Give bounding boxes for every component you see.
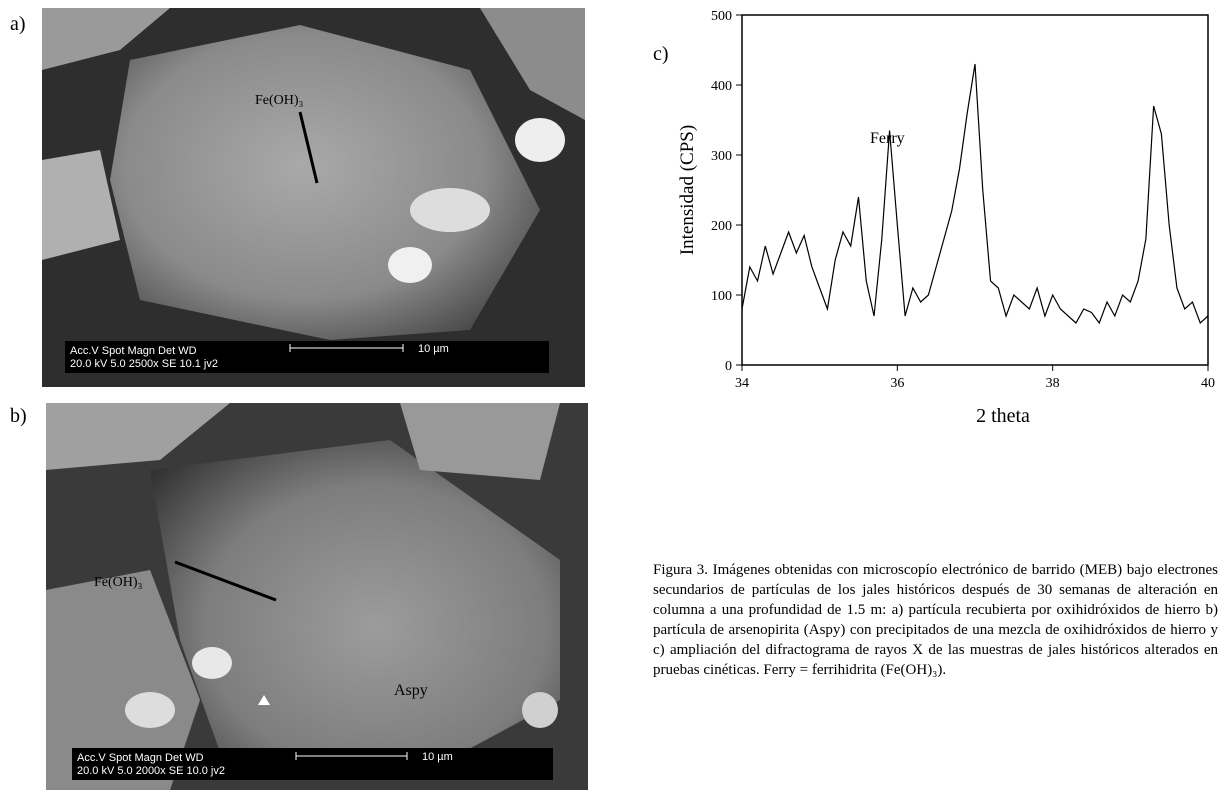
sem-image: Acc.V Spot Magn Det WD 20.0 kV 5.0 2000x… [46, 403, 588, 790]
x-tick-label: 40 [1201, 376, 1215, 391]
info-bar-values: 20.0 kV 5.0 2500x SE 10.1 jv2 [70, 358, 218, 370]
info-bar-header: Acc.V Spot Magn Det WD [70, 345, 197, 357]
info-bar-values: 20.0 kV 5.0 2000x SE 10.0 jv2 [77, 765, 225, 777]
panel-label: b) [10, 405, 27, 427]
scale-label: 10 µm [422, 751, 453, 763]
y-tick-label: 0 [725, 359, 732, 374]
info-bar-header: Acc.V Spot Magn Det WD [77, 752, 204, 764]
sem-image: Acc.V Spot Magn Det WD 20.0 kV 5.0 2500x… [42, 8, 585, 387]
x-tick-label: 38 [1046, 376, 1060, 391]
x-tick-label: 36 [890, 376, 904, 391]
y-tick-label: 500 [711, 9, 732, 24]
y-tick-label: 300 [711, 149, 732, 164]
data-line [742, 64, 1208, 323]
panel-label: c) [653, 43, 669, 65]
y-axis-label: Intensidad (CPS) [677, 125, 698, 255]
annotation: Fe(OH)₃ [94, 575, 143, 590]
caption: Figura 3. Imágenes obtenidas con microsc… [653, 560, 1218, 680]
y-tick-label: 400 [711, 79, 732, 94]
annotation: Fe(OH)₃ [255, 93, 304, 108]
x-tick-label: 34 [735, 376, 749, 391]
x-axis-label: 2 theta [976, 405, 1030, 427]
annotation: Aspy [394, 682, 428, 699]
y-tick-label: 100 [711, 289, 732, 304]
y-tick-label: 200 [711, 219, 732, 234]
page: a) Acc.V Spot Magn Det WD 20.0 kV 5.0 25… [0, 0, 1225, 795]
panel-label: a) [10, 13, 26, 35]
scale-label: 10 µm [418, 343, 449, 355]
annotation: Ferry [870, 130, 905, 147]
